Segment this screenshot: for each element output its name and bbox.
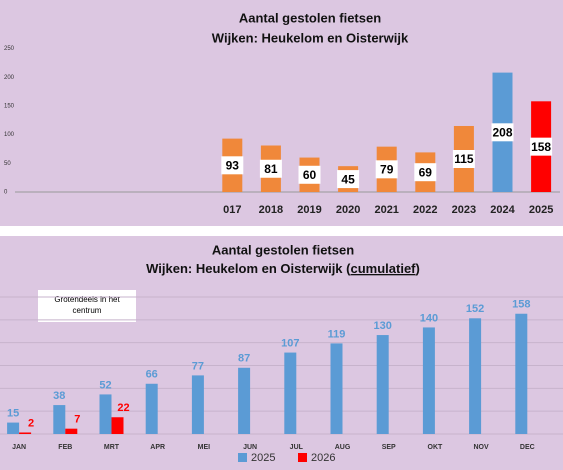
y-tick-label: 50 [4, 161, 11, 167]
value-label: 152 [466, 303, 484, 315]
annotation-box [38, 290, 136, 322]
bar [145, 383, 158, 434]
value-label: 93 [226, 158, 240, 172]
bar [7, 422, 20, 434]
value-label-box [221, 156, 244, 175]
y-tick-label: 200 [4, 75, 15, 81]
value-label-box [298, 165, 321, 184]
x-tick-label: 2020 [336, 204, 360, 216]
value-label: 158 [512, 299, 530, 311]
value-label: 208 [492, 125, 512, 139]
subtitle-part: ) [416, 261, 420, 276]
legend-label: 2025 [251, 452, 275, 464]
value-label: 7 [74, 414, 80, 426]
legend-swatch [298, 453, 307, 462]
value-label: 79 [380, 162, 394, 176]
value-label: 87 [238, 353, 250, 365]
bar [422, 327, 435, 434]
bar [99, 394, 112, 434]
x-tick-label: 2019 [297, 204, 321, 216]
x-tick-label: OKT [428, 444, 444, 451]
bar [53, 405, 66, 434]
x-tick-label: JUN [243, 444, 257, 451]
chart-subtitle: Wijken: Heukelom en Oisterwijk (cumulati… [146, 261, 420, 276]
value-label-box [375, 160, 398, 179]
bar [515, 313, 528, 434]
value-label-box [414, 163, 437, 182]
x-tick-label: 2025 [529, 204, 553, 216]
bar [238, 367, 251, 434]
x-tick-label: FEB [58, 444, 72, 451]
annotation: Grotendeels in het [54, 295, 120, 304]
bar [19, 432, 32, 434]
x-tick-label: NOV [474, 444, 490, 451]
bar [65, 428, 78, 434]
x-tick-label: 2018 [259, 204, 283, 216]
value-label: 77 [192, 360, 204, 372]
value-label-box [491, 123, 514, 142]
legend-label: 2026 [311, 452, 335, 464]
x-tick-label: 2023 [452, 204, 476, 216]
value-label: 52 [99, 379, 111, 391]
bar [469, 318, 482, 434]
value-label: 115 [454, 152, 474, 166]
chart-title: Aantal gestolen fietsen [239, 10, 381, 25]
chart-subtitle: Wijken: Heukelom en Oisterwijk [212, 30, 409, 45]
value-label: 2 [28, 417, 34, 429]
value-label: 60 [303, 168, 317, 182]
x-tick-label: APR [150, 444, 165, 451]
y-tick-label: 150 [4, 103, 15, 109]
x-tick-label: 2024 [490, 204, 515, 216]
legend-swatch [238, 453, 247, 462]
value-label: 140 [420, 312, 438, 324]
x-tick-label: SEP [382, 444, 396, 451]
value-label-box [530, 137, 553, 156]
value-label: 130 [374, 320, 392, 332]
value-label-box [259, 159, 282, 178]
bar [284, 352, 297, 434]
value-label: 15 [7, 407, 19, 419]
value-label: 66 [146, 369, 158, 381]
x-tick-label: 2022 [413, 204, 437, 216]
x-tick-label: MEI [198, 444, 211, 451]
value-label: 22 [117, 402, 129, 414]
x-tick-label: MRT [104, 444, 120, 451]
bar [111, 417, 124, 434]
value-label: 45 [341, 172, 355, 186]
subtitle-part: cumulatief [350, 261, 416, 276]
bar [191, 375, 204, 434]
value-label: 81 [264, 162, 278, 176]
value-label-box [452, 149, 475, 168]
annotation: centrum [73, 306, 102, 315]
x-tick-label: 2021 [374, 204, 398, 216]
x-tick-label: JUL [290, 444, 304, 451]
value-label: 38 [53, 390, 65, 402]
y-tick-label: 100 [4, 132, 15, 138]
value-label: 69 [419, 165, 433, 179]
bar [330, 343, 343, 434]
value-label: 119 [328, 328, 346, 340]
value-label-box [337, 170, 360, 189]
x-tick-label: AUG [335, 444, 351, 451]
y-tick-label: 0 [4, 190, 8, 196]
x-tick-label: JAN [12, 444, 26, 451]
chart-title: Aantal gestolen fietsen [212, 242, 354, 257]
y-tick-label: 250 [4, 46, 15, 52]
value-label: 107 [281, 337, 299, 349]
subtitle-part: Wijken: Heukelom en Oisterwijk ( [146, 261, 351, 276]
x-tick-label: DEC [520, 444, 535, 451]
bar [376, 335, 389, 434]
value-label: 158 [531, 140, 551, 154]
x-tick-label: 017 [223, 204, 241, 216]
